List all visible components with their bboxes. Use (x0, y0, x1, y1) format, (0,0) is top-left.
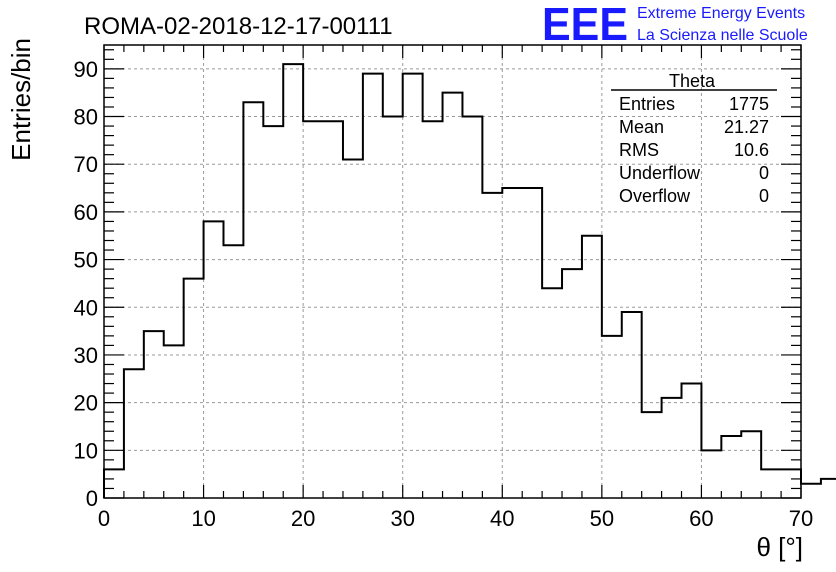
histogram-bin (602, 336, 622, 498)
histogram-bin (104, 469, 124, 498)
histogram-bin (622, 312, 642, 498)
x-tick-label: 0 (98, 506, 110, 531)
histogram-bin (423, 121, 443, 498)
histogram-bin (721, 436, 741, 498)
histogram-bin (682, 384, 702, 498)
histogram-bin (263, 126, 283, 498)
y-tick-label: 30 (74, 343, 98, 368)
histogram-bin (801, 484, 821, 498)
logo-line-1: Extreme Energy Events (637, 5, 805, 22)
y-tick-label: 40 (74, 295, 98, 320)
x-axis-title: θ [°] (756, 532, 803, 562)
histogram-bin (403, 74, 423, 498)
histogram-bin (761, 469, 781, 498)
grid (104, 45, 801, 498)
x-tick-label: 30 (390, 506, 414, 531)
histogram-bin (701, 450, 721, 498)
histogram-bin (164, 345, 184, 498)
histogram-bin (343, 159, 363, 498)
y-tick-label: 80 (74, 105, 98, 130)
histogram-outline (103, 63, 836, 498)
y-tick-label: 60 (74, 200, 98, 225)
histogram-bin (184, 279, 204, 498)
histogram-bin (781, 469, 801, 498)
stats-label: Underflow (619, 163, 701, 183)
y-tick-label: 90 (74, 57, 98, 82)
y-tick-label: 50 (74, 248, 98, 273)
stats-value: 0 (759, 163, 769, 183)
histogram-bin (502, 188, 522, 498)
axis-ticks (103, 45, 802, 499)
histogram-bin (522, 188, 542, 498)
x-tick-label: 20 (291, 506, 315, 531)
x-tick-label: 60 (689, 506, 713, 531)
histogram-bin (821, 479, 836, 498)
histogram-bin (542, 288, 562, 498)
x-tick-label: 50 (590, 506, 614, 531)
histogram-bin (642, 412, 662, 498)
stats-label: RMS (619, 140, 659, 160)
stats-box: Theta Entries 1775 Mean 21.27 RMS 10.6 Underfl… (611, 71, 777, 206)
histogram-bin (482, 193, 502, 498)
histogram-bin (363, 74, 383, 498)
x-tick-label: 10 (191, 506, 215, 531)
histogram-bin (443, 93, 463, 498)
stats-value: 21.27 (724, 117, 769, 137)
histogram-bin (383, 117, 403, 498)
stats-value: 0 (759, 186, 769, 206)
run-title: ROMA-02-2018-12-17-00111 (84, 13, 393, 40)
histogram-bin (323, 121, 343, 498)
y-tick-label: 0 (86, 486, 98, 511)
plot-frame (103, 44, 802, 499)
x-tick-label: 40 (490, 506, 514, 531)
histogram-bin (462, 117, 482, 498)
histogram-bin (243, 102, 263, 498)
logo-mark: EEE (542, 0, 628, 50)
y-tick-label: 20 (74, 391, 98, 416)
logo-line-2: La Scienza nelle Scuole (637, 27, 808, 44)
x-tick-label: 70 (789, 506, 813, 531)
stats-label: Mean (619, 117, 664, 137)
stats-title: Theta (669, 71, 716, 91)
y-tick-label: 70 (74, 152, 98, 177)
histogram-bin (303, 121, 323, 498)
y-tick-label: 10 (74, 438, 98, 463)
histogram-bin (662, 398, 682, 498)
histogram-bin (124, 369, 144, 498)
stats-value: 1775 (729, 94, 769, 114)
stats-rows: Entries 1775 Mean 21.27 RMS 10.6 Underflow 0 Ove… (619, 94, 769, 206)
stats-label: Overflow (619, 186, 691, 206)
stats-label: Entries (619, 94, 675, 114)
histogram-bin (204, 221, 224, 498)
histogram-bin (223, 245, 243, 498)
histogram-bin (582, 236, 602, 498)
histogram-bin (283, 64, 303, 498)
y-tick-labels: 0 10 20 30 40 50 60 70 80 90 (74, 57, 98, 511)
eee-logo: EEE Extreme Energy Events La Scienza nel… (542, 0, 808, 50)
histogram-bin (741, 431, 761, 498)
histogram-bin (144, 331, 164, 498)
stats-value: 10.6 (734, 140, 769, 160)
y-axis-title: Entries/bin (6, 38, 36, 161)
x-tick-labels: 0 10 20 30 40 50 60 70 (98, 506, 813, 531)
histogram-bin (562, 269, 582, 498)
